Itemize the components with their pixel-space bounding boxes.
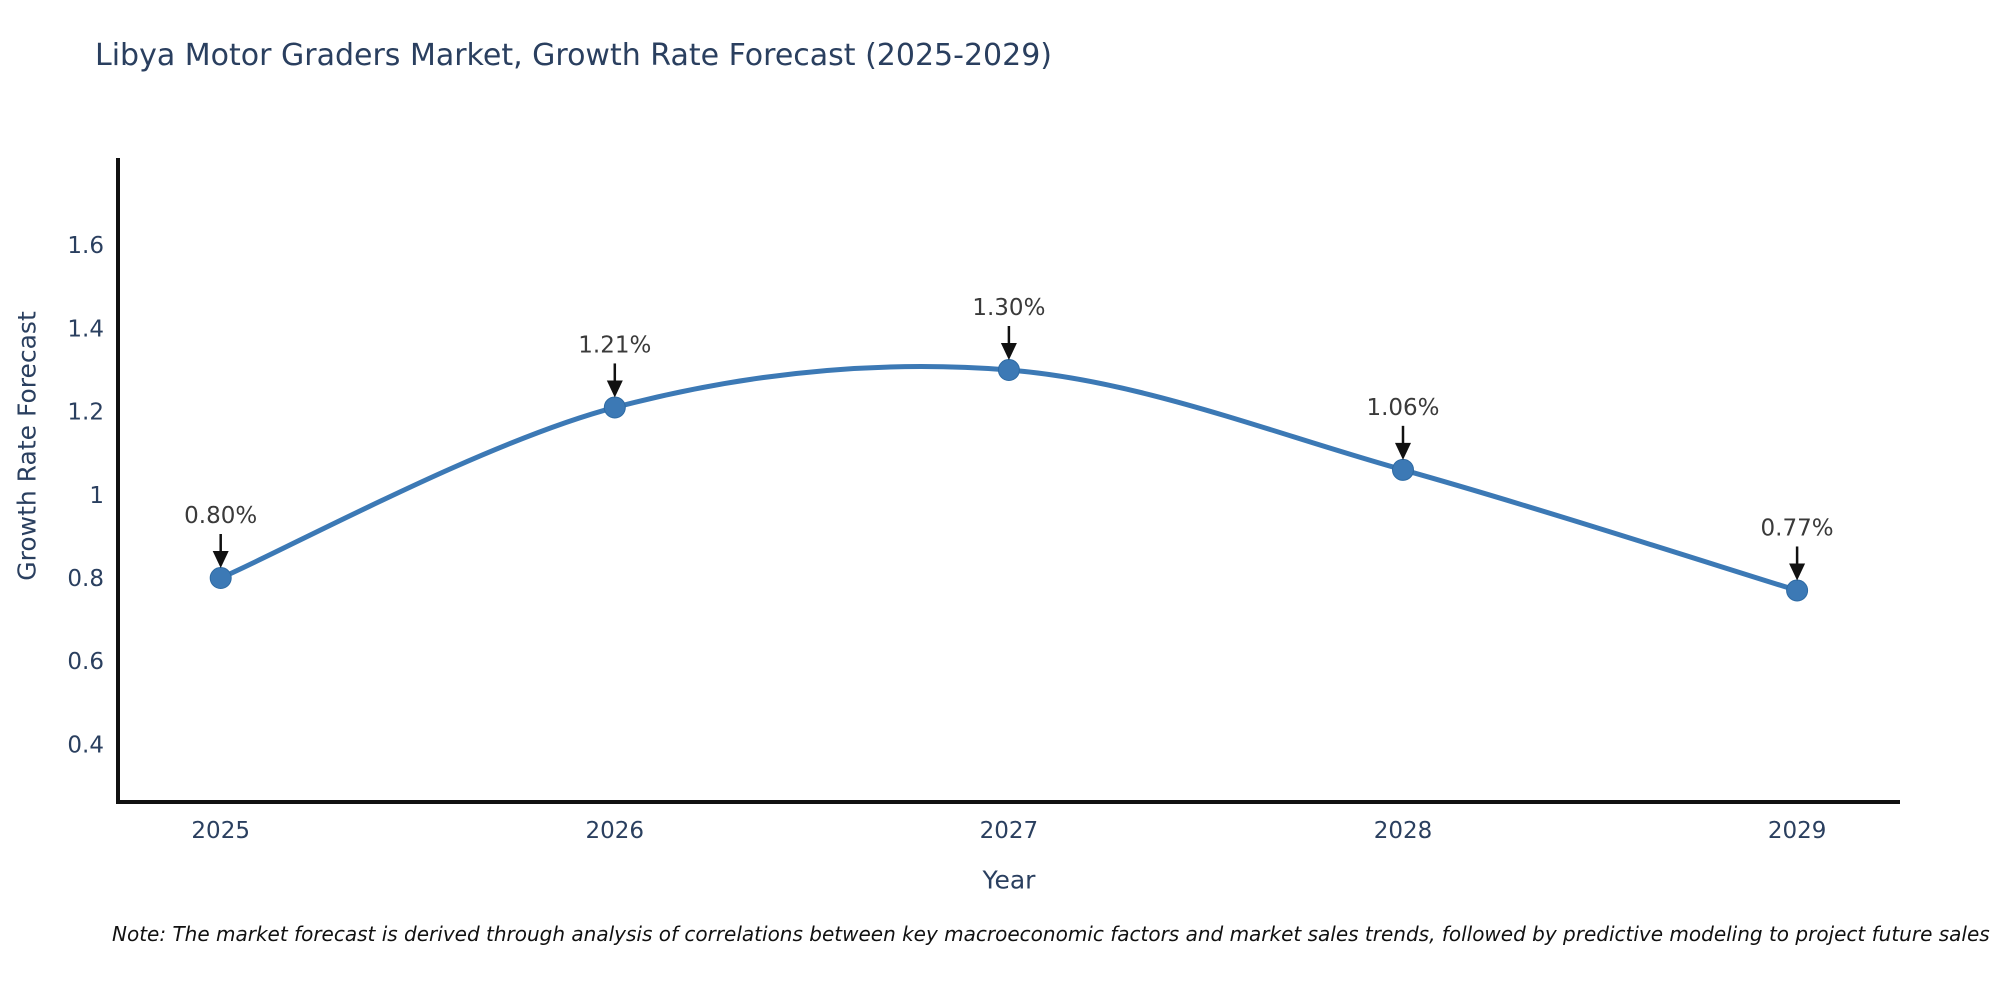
x-tick-label: 2028 <box>1374 818 1433 844</box>
annotation-label: 1.21% <box>578 332 651 358</box>
x-tick-label: 2025 <box>191 818 250 844</box>
data-point-marker <box>997 359 1020 381</box>
y-tick-label: 1.2 <box>67 400 104 426</box>
trend-line <box>218 364 1800 593</box>
chart-title: Libya Motor Graders Market, Growth Rate … <box>95 38 1053 73</box>
annotation-arrowhead <box>212 551 229 568</box>
y-tick-label: 0.4 <box>67 732 104 758</box>
annotation-label: 1.30% <box>972 295 1045 321</box>
y-tick-label: 1 <box>89 483 104 509</box>
x-tick-label: 2027 <box>980 818 1039 844</box>
annotation-arrowhead <box>606 380 623 398</box>
y-tick-label: 1.4 <box>67 316 104 342</box>
data-point-marker <box>209 567 232 589</box>
annotation-arrowhead <box>1789 563 1806 581</box>
footnote: Note: The market forecast is derived thr… <box>112 922 1990 946</box>
annotation-label: 1.06% <box>1366 395 1439 421</box>
y-tick-label: 0.6 <box>67 649 104 675</box>
annotation-label: 0.77% <box>1761 515 1834 541</box>
data-point-marker <box>1786 579 1809 602</box>
y-tick-label: 1.6 <box>67 233 104 259</box>
data-point-marker <box>603 396 626 419</box>
y-axis-title: Growth Rate Forecast <box>12 311 42 581</box>
y-tick-label: 0.8 <box>67 566 104 592</box>
x-axis-title: Year <box>982 865 1036 895</box>
annotation-arrowhead <box>1395 442 1411 460</box>
annotation-label: 0.80% <box>184 503 257 529</box>
x-tick-label: 2026 <box>586 818 645 844</box>
data-point-marker <box>1392 458 1414 481</box>
annotation-arrowhead <box>1000 343 1017 360</box>
x-tick-label: 2029 <box>1768 818 1827 844</box>
